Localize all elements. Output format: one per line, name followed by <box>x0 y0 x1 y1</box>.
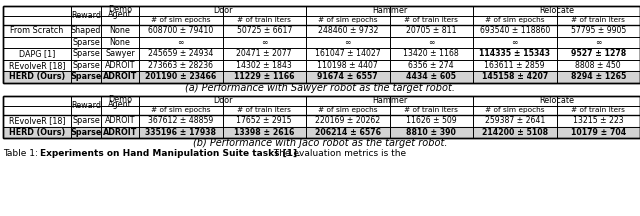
Text: Reward: Reward <box>71 11 101 20</box>
Text: 57795 ± 9905: 57795 ± 9905 <box>571 26 626 35</box>
Text: Sawyer: Sawyer <box>105 49 135 58</box>
Text: # of train iters: # of train iters <box>237 107 291 113</box>
Text: (a) Performance with Sawyer robot as the target robot.: (a) Performance with Sawyer robot as the… <box>185 83 455 93</box>
Text: 693540 ± 118860: 693540 ± 118860 <box>479 26 550 35</box>
Text: Relocate: Relocate <box>539 6 574 15</box>
Text: DAPG [1]: DAPG [1] <box>19 49 55 58</box>
Text: 10179 ± 704: 10179 ± 704 <box>571 128 626 137</box>
Text: # of sim epochs: # of sim epochs <box>151 17 211 23</box>
Text: 201190 ± 23466: 201190 ± 23466 <box>145 72 216 81</box>
Text: Demo: Demo <box>108 5 132 14</box>
Text: Experiments on Hand Manipulation Suite tasks [1].: Experiments on Hand Manipulation Suite t… <box>40 149 301 157</box>
Text: # of train iters: # of train iters <box>572 17 625 23</box>
Text: Hammer: Hammer <box>372 6 407 15</box>
Text: 163611 ± 2859: 163611 ± 2859 <box>484 61 545 70</box>
Text: Reward: Reward <box>71 101 101 110</box>
Text: Sparse: Sparse <box>72 116 100 125</box>
Text: HERD (Ours): HERD (Ours) <box>9 128 65 137</box>
Text: ADROIT: ADROIT <box>103 72 137 81</box>
Text: 245659 ± 24934: 245659 ± 24934 <box>148 49 213 58</box>
Text: # of train iters: # of train iters <box>404 107 458 113</box>
Text: Sparse: Sparse <box>72 61 100 70</box>
Text: 20471 ± 2077: 20471 ± 2077 <box>237 49 292 58</box>
Text: 608700 ± 79410: 608700 ± 79410 <box>148 26 213 35</box>
Text: 367612 ± 48859: 367612 ± 48859 <box>148 116 213 125</box>
Text: 20705 ± 811: 20705 ± 811 <box>406 26 456 35</box>
Text: 14302 ± 1843: 14302 ± 1843 <box>236 61 292 70</box>
Text: Sparse: Sparse <box>72 49 100 58</box>
Text: 259387 ± 2641: 259387 ± 2641 <box>484 116 545 125</box>
Text: 11626 ± 509: 11626 ± 509 <box>406 116 456 125</box>
Text: # of sim epochs: # of sim epochs <box>485 17 545 23</box>
Text: 214200 ± 5108: 214200 ± 5108 <box>482 128 548 137</box>
Text: 13420 ± 1168: 13420 ± 1168 <box>403 49 459 58</box>
Text: Relocate: Relocate <box>539 96 574 105</box>
Text: 8808 ± 450: 8808 ± 450 <box>575 61 621 70</box>
Text: 8810 ± 390: 8810 ± 390 <box>406 128 456 137</box>
Text: ∞: ∞ <box>428 38 435 47</box>
Text: 110198 ± 4407: 110198 ± 4407 <box>317 61 378 70</box>
Text: 17652 ± 2915: 17652 ± 2915 <box>237 116 292 125</box>
Text: 4434 ± 605: 4434 ± 605 <box>406 72 456 81</box>
Text: Agent: Agent <box>108 10 132 19</box>
Text: Door: Door <box>212 96 232 105</box>
Text: ∞: ∞ <box>511 38 518 47</box>
Text: 91674 ± 6557: 91674 ± 6557 <box>317 72 378 81</box>
Text: 220169 ± 20262: 220169 ± 20262 <box>315 116 380 125</box>
Bar <box>3 127 640 138</box>
Text: 6356 ± 274: 6356 ± 274 <box>408 61 454 70</box>
Text: 273663 ± 28236: 273663 ± 28236 <box>148 61 213 70</box>
Text: Agent: Agent <box>108 100 132 109</box>
Text: ∞: ∞ <box>595 38 602 47</box>
Text: # of sim epochs: # of sim epochs <box>485 107 545 113</box>
Text: Demo: Demo <box>108 95 132 104</box>
Text: ∞: ∞ <box>261 38 268 47</box>
Text: The evaluation metrics is the: The evaluation metrics is the <box>268 149 406 157</box>
Text: # of sim epochs: # of sim epochs <box>318 17 378 23</box>
Text: (b) Performance with Jaco robot as the target robot.: (b) Performance with Jaco robot as the t… <box>193 138 447 149</box>
Text: REvolveR [18]: REvolveR [18] <box>9 61 65 70</box>
Text: ADROIT: ADROIT <box>105 116 135 125</box>
Text: Shaped: Shaped <box>71 26 101 35</box>
Text: ∞: ∞ <box>344 38 351 47</box>
Text: 11229 ± 1166: 11229 ± 1166 <box>234 72 294 81</box>
Text: None: None <box>109 26 131 35</box>
Text: 335196 ± 17938: 335196 ± 17938 <box>145 128 216 137</box>
Text: From Scratch: From Scratch <box>10 26 63 35</box>
Text: # of sim epochs: # of sim epochs <box>151 107 211 113</box>
Text: Sparse: Sparse <box>70 72 102 81</box>
Text: Sparse: Sparse <box>70 128 102 137</box>
Text: ADROIT: ADROIT <box>105 61 135 70</box>
Text: 114335 ± 15343: 114335 ± 15343 <box>479 49 550 58</box>
Text: None: None <box>109 38 131 47</box>
Text: REvolveR [18]: REvolveR [18] <box>9 116 65 125</box>
Text: 13398 ± 2616: 13398 ± 2616 <box>234 128 294 137</box>
Text: # of train iters: # of train iters <box>237 17 291 23</box>
Text: Door: Door <box>212 6 232 15</box>
Text: 8294 ± 1265: 8294 ± 1265 <box>571 72 626 81</box>
Text: 9527 ± 1278: 9527 ± 1278 <box>571 49 626 58</box>
Bar <box>3 71 640 83</box>
Text: Table 1:: Table 1: <box>3 149 38 157</box>
Text: 206214 ± 6576: 206214 ± 6576 <box>315 128 381 137</box>
Text: 50725 ± 6617: 50725 ± 6617 <box>237 26 292 35</box>
Text: HERD (Ours): HERD (Ours) <box>9 72 65 81</box>
Text: Sparse: Sparse <box>72 38 100 47</box>
Text: # of train iters: # of train iters <box>572 107 625 113</box>
Text: 13215 ± 223: 13215 ± 223 <box>573 116 623 125</box>
Text: ADROIT: ADROIT <box>103 128 137 137</box>
Text: # of sim epochs: # of sim epochs <box>318 107 378 113</box>
Text: # of train iters: # of train iters <box>404 17 458 23</box>
Text: Hammer: Hammer <box>372 96 407 105</box>
Text: 145158 ± 4207: 145158 ± 4207 <box>482 72 548 81</box>
Text: 161047 ± 14027: 161047 ± 14027 <box>315 49 381 58</box>
Text: ∞: ∞ <box>177 38 184 47</box>
Text: 248460 ± 9732: 248460 ± 9732 <box>317 26 378 35</box>
